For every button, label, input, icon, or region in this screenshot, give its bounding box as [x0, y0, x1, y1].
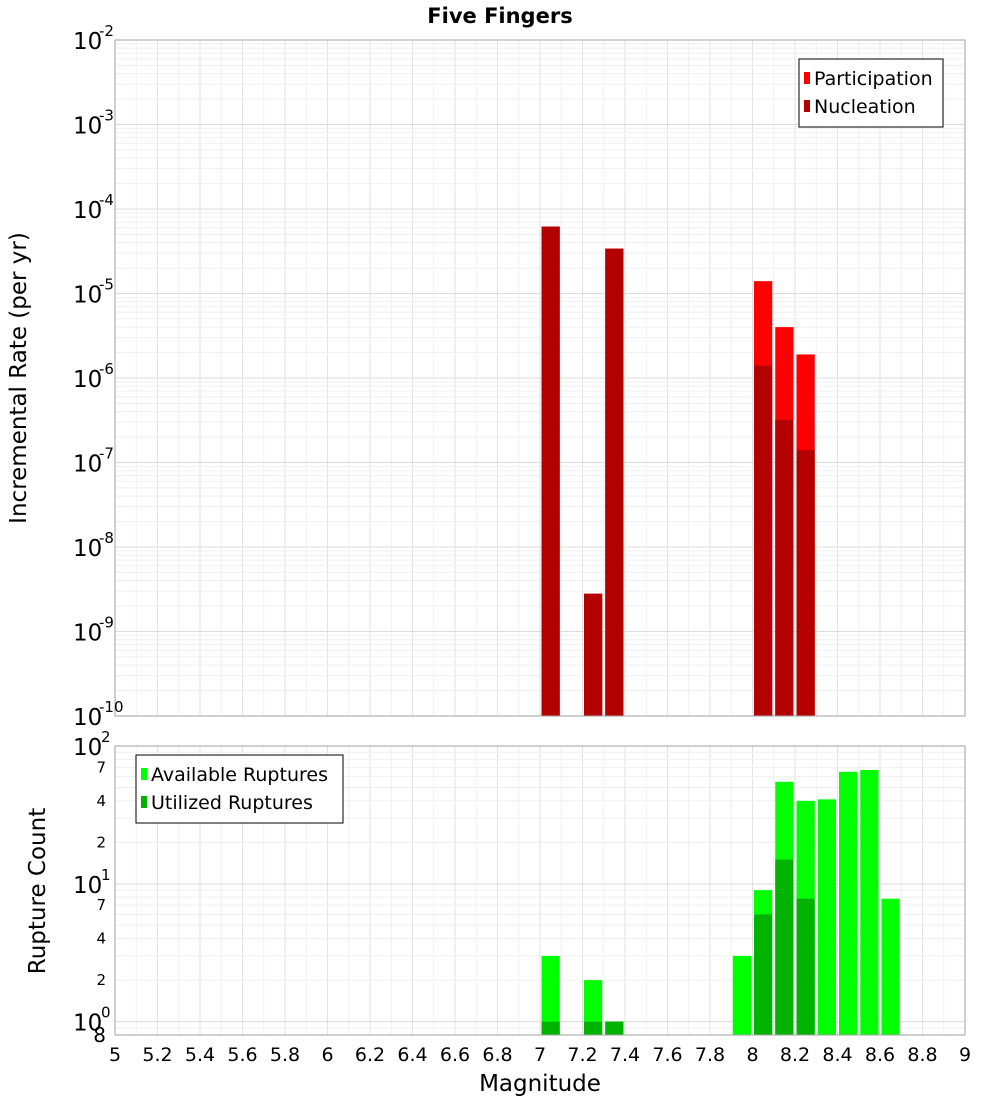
y-tick-label: 10 [73, 29, 102, 55]
x-tick-label: 8.2 [780, 1044, 810, 1066]
y-tick-exponent: -5 [99, 276, 114, 294]
legend-box [135, 754, 344, 824]
y-tick-label: 10 [73, 873, 102, 899]
y-tick-label: 10 [73, 705, 102, 731]
bar-nucleation [605, 248, 624, 716]
x-tick-label: 8.8 [907, 1044, 937, 1066]
bar-available-ruptures [732, 955, 751, 1035]
y-tick-label: 10 [73, 735, 102, 761]
x-tick-label: 7 [534, 1044, 546, 1066]
y-tick-exponent: -6 [99, 360, 114, 378]
y-minor-tick-label: 2 [96, 971, 106, 989]
bar-available-ruptures [860, 769, 879, 1035]
y-minor-tick-label: 2 [96, 833, 106, 851]
bottom-plot-bars [541, 769, 900, 1035]
y-tick-exponent: -9 [99, 614, 114, 632]
top-plot-frame [114, 39, 966, 717]
bar-utilized-ruptures [541, 1021, 560, 1035]
bar-available-ruptures [881, 898, 900, 1035]
x-tick-label: 6.8 [482, 1044, 512, 1066]
legend-label: Utilized Ruptures [151, 792, 313, 814]
x-tick-label: 9 [959, 1044, 971, 1066]
x-tick-label: 5.4 [185, 1044, 215, 1066]
bar-utilized-ruptures [796, 898, 815, 1035]
x-tick-label: 7.8 [695, 1044, 725, 1066]
bar-utilized-ruptures [775, 859, 794, 1035]
y-tick-label: 10 [73, 452, 102, 478]
y-tick-label: 10 [73, 1011, 102, 1037]
legend-label: Available Ruptures [151, 764, 328, 786]
legend-label: Nucleation [814, 96, 916, 118]
bottom-legend: Available Ruptures Utilized Ruptures [135, 754, 344, 824]
x-tick-label: 6.2 [355, 1044, 385, 1066]
top-y-axis-label: Incremental Rate (per yr) [6, 232, 32, 524]
x-tick-label: 7.2 [567, 1044, 597, 1066]
y-tick-exponent: -3 [99, 107, 114, 125]
y-tick-exponent: 2 [101, 728, 111, 746]
y-minor-tick-label: 8 [93, 1023, 106, 1047]
bar-available-ruptures [584, 980, 603, 1035]
x-tick-label: 5.2 [142, 1044, 172, 1066]
bar-nucleation [775, 419, 794, 716]
bar-nucleation [541, 226, 560, 716]
legend-swatch [141, 796, 147, 808]
bar-utilized-ruptures [584, 1021, 603, 1035]
legend-box [798, 58, 944, 128]
y-tick-label: 10 [73, 621, 102, 647]
x-tick-label: 5 [109, 1044, 121, 1066]
x-tick-label: 5.8 [270, 1044, 300, 1066]
bar-available-ruptures [839, 771, 858, 1035]
top-legend: Participation Nucleation [798, 58, 944, 128]
y-tick-exponent: -8 [99, 529, 114, 547]
y-tick-exponent: -10 [99, 698, 124, 716]
y-tick-label: 10 [73, 367, 102, 393]
top-plot-grid [114, 40, 966, 717]
bar-nucleation [796, 450, 815, 716]
x-tick-label: 5.6 [227, 1044, 257, 1066]
x-tick-label: 8 [746, 1044, 758, 1066]
bar-utilized-ruptures [754, 914, 773, 1035]
legend-swatch [141, 768, 147, 780]
legend-label: Participation [814, 68, 933, 90]
y-tick-exponent: -7 [99, 445, 114, 463]
x-tick-label: 8.6 [865, 1044, 895, 1066]
x-tick-label: 7.6 [652, 1044, 682, 1066]
legend-swatch [804, 72, 810, 84]
bar-utilized-ruptures [605, 1021, 624, 1035]
x-axis-label: Magnitude [479, 1071, 601, 1097]
y-tick-exponent: -2 [99, 22, 114, 40]
y-minor-tick-label: 7 [96, 758, 106, 776]
x-tick-label: 7.4 [610, 1044, 640, 1066]
y-tick-label: 10 [73, 536, 102, 562]
y-minor-tick-label: 4 [96, 792, 106, 810]
y-tick-label: 10 [73, 198, 102, 224]
bar-available-ruptures [541, 955, 560, 1035]
y-tick-label: 10 [73, 283, 102, 309]
top-plot-bars [541, 226, 815, 716]
x-tick-label: 6.4 [397, 1044, 427, 1066]
top-y-tick-labels: 10-210-310-410-510-610-710-810-910-10 [73, 22, 124, 731]
bottom-y-axis-label: Rupture Count [25, 808, 51, 974]
x-tick-labels: 5 5.2 5.4 5.6 5.8 6 6.2 6.4 6.6 6.8 7 7.2 7.4 7.6 7.8 8… [109, 1044, 971, 1066]
y-minor-tick-label: 4 [96, 930, 106, 948]
x-tick-label: 6 [321, 1044, 333, 1066]
x-tick-label: 8.4 [822, 1044, 852, 1066]
y-tick-exponent: 1 [101, 866, 111, 884]
bar-nucleation [754, 365, 773, 716]
legend-swatch [804, 100, 810, 112]
chart-title: Five Fingers [427, 4, 572, 28]
y-minor-tick-label: 7 [96, 896, 106, 914]
x-tick-label: 6.6 [440, 1044, 470, 1066]
y-tick-exponent: -4 [99, 191, 114, 209]
bottom-plot-frame [114, 745, 966, 1036]
bar-available-ruptures [817, 799, 836, 1035]
bar-nucleation [584, 593, 603, 716]
y-tick-label: 10 [73, 114, 102, 140]
y-tick-exponent: 0 [101, 1004, 111, 1022]
